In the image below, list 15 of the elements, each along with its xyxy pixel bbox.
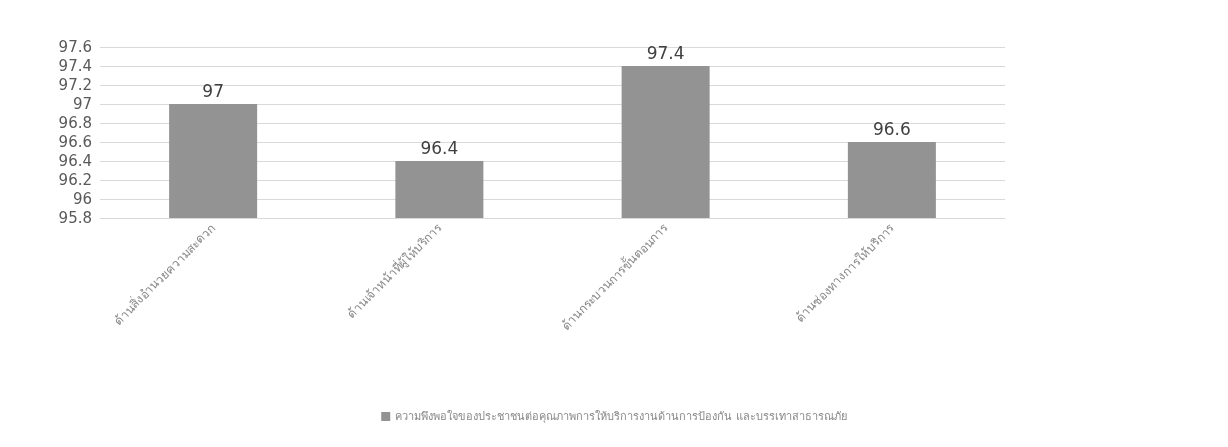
y-tick-label: 96.6	[58, 133, 92, 151]
y-tick-label: 96.4	[58, 152, 92, 170]
y-tick-label: 96	[72, 190, 92, 208]
y-tick-label: 97	[72, 95, 92, 113]
y-tick-label: 97.2	[58, 76, 92, 94]
y-tick-label: 95.8	[58, 209, 92, 227]
data-label: 96.4	[420, 137, 459, 158]
data-label: 97	[202, 80, 224, 101]
data-label: 97.4	[646, 42, 685, 63]
y-tick-label: 97.4	[58, 57, 92, 75]
y-tick-label: 96.2	[58, 171, 92, 189]
data-label: 96.6	[872, 118, 911, 139]
legend-label: ความพึงพอใจของประชาชนต่อคุณภาพการให้บริการงานด้านการป้องกัน และบรรเทาสาธารณภัย	[395, 410, 847, 423]
y-tick-label: 97.6	[58, 38, 92, 56]
y-tick-label: 96.8	[58, 114, 92, 132]
